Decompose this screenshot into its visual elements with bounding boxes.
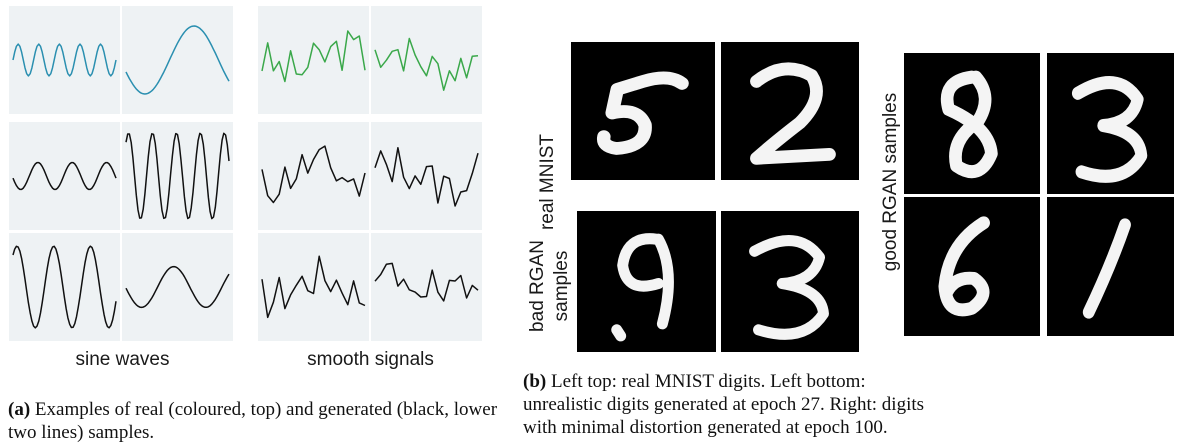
series-line-sine-gen-4 <box>125 265 230 309</box>
label-bad-rgan-line2: samples <box>551 250 572 322</box>
digit-tile-good-digit-3 <box>1047 53 1174 194</box>
digit-stroke-bad-digit-9 <box>611 233 674 342</box>
caption-b: (b) Left top: real MNIST digits. Left bo… <box>523 370 943 439</box>
panel-sine-gen-1 <box>9 122 120 230</box>
panel-smooth-gen-2 <box>371 122 482 230</box>
series-line-sine-gen-3 <box>12 245 117 329</box>
digit-tile-bad-digit-9 <box>577 211 716 352</box>
panel-smooth-gen-4 <box>371 233 482 341</box>
series-line-sine-gen-1 <box>12 161 117 191</box>
digit-stroke-good-digit-1 <box>1082 218 1131 319</box>
digit-stroke-bad-digit-3 <box>749 235 829 340</box>
caption-a-text: Examples of real (coloured, top) and gen… <box>8 399 498 443</box>
group-label-sine-waves: sine waves <box>75 349 170 370</box>
series-line-smooth-gen-2 <box>374 146 479 207</box>
digit-tile-good-digit-6 <box>904 197 1040 336</box>
digit-stroke-real-digit-5 <box>597 71 689 155</box>
panel-sine-gen-3 <box>9 233 120 341</box>
label-bad-rgan-line1: bad RGAN <box>527 240 548 332</box>
digit-tile-good-digit-8 <box>904 53 1040 194</box>
series-line-smooth-gen-4 <box>374 262 479 302</box>
caption-b-text: Left top: real MNIST digits. Left bottom… <box>523 371 925 438</box>
panel-smooth-gen-1 <box>258 122 369 230</box>
label-bad-rgan: bad RGAN samples <box>527 222 577 350</box>
digit-tile-bad-digit-3 <box>721 211 859 352</box>
caption-b-label: (b) <box>523 371 547 392</box>
caption-a: (a) Examples of real (coloured, top) and… <box>8 398 498 444</box>
series-line-sine-real-1 <box>12 43 117 77</box>
panel-sine-gen-4 <box>122 233 233 341</box>
group-label-smooth-signals: smooth signals <box>307 349 434 370</box>
digit-stroke-good-digit-8 <box>940 70 998 179</box>
panel-sine-real-2 <box>122 6 233 114</box>
digit-stroke-good-digit-3 <box>1071 76 1148 183</box>
panel-smooth-real-1 <box>258 6 369 114</box>
digit-tile-good-digit-1 <box>1047 197 1174 336</box>
label-good-rgan: good RGAN samples <box>880 92 901 272</box>
panel-smooth-gen-3 <box>258 233 369 341</box>
digit-stroke-good-digit-6 <box>938 216 990 317</box>
panel-smooth-real-2 <box>371 6 482 114</box>
panel-sine-gen-2 <box>122 122 233 230</box>
digit-tile-real-digit-2 <box>721 42 859 180</box>
series-line-smooth-gen-1 <box>261 145 366 204</box>
series-line-smooth-real-2 <box>374 37 479 91</box>
caption-a-label: (a) <box>8 399 31 420</box>
digit-tile-real-digit-5 <box>571 42 715 180</box>
digit-stroke-real-digit-2 <box>750 62 836 165</box>
series-line-sine-real-2 <box>125 25 230 95</box>
series-line-sine-gen-2 <box>125 132 230 220</box>
series-line-smooth-real-1 <box>261 30 366 83</box>
series-line-smooth-gen-3 <box>261 255 366 319</box>
panel-sine-real-1 <box>9 6 120 114</box>
